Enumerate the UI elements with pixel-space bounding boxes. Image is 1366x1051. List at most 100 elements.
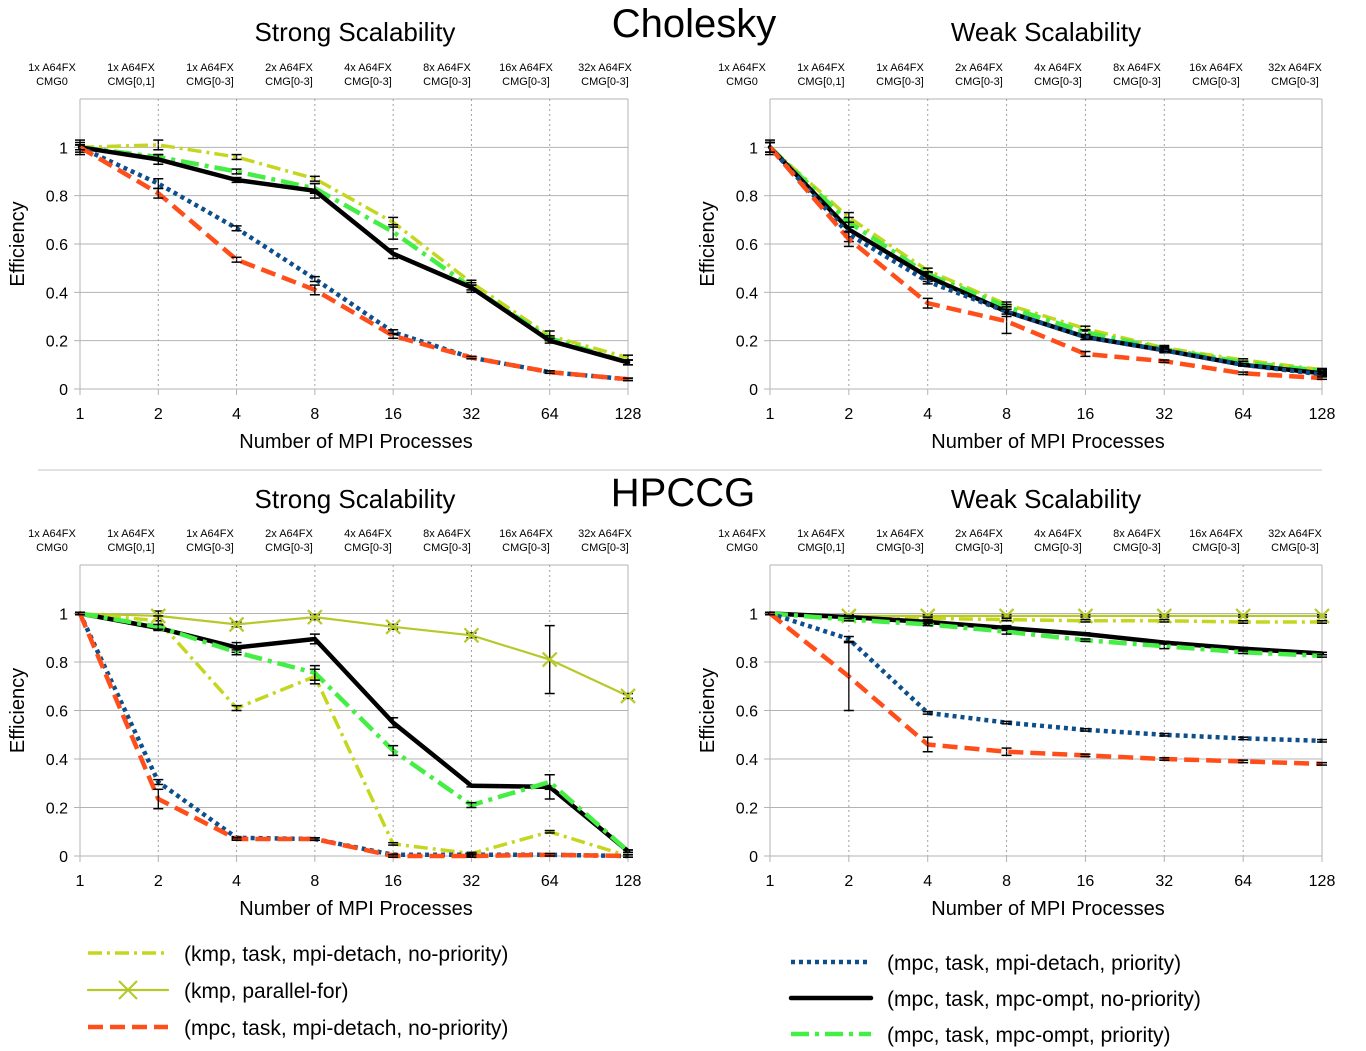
- data-point: [236, 838, 238, 840]
- y-tick-label: 0.8: [736, 189, 758, 206]
- x-tick-label: 16: [1077, 873, 1095, 890]
- top-label-line2: CMG[0-3]: [344, 76, 392, 88]
- top-label-line2: CMG[0-3]: [1113, 542, 1161, 554]
- y-tick-label: 0.6: [736, 237, 758, 254]
- x-axis-label: Number of MPI Processes: [931, 431, 1164, 453]
- series-line: [77, 612, 629, 859]
- top-label-line1: 1x A64FX: [28, 528, 76, 540]
- data-point: [228, 616, 245, 633]
- top-label-line1: 1x A64FX: [876, 528, 924, 540]
- x-tick-label: 1: [766, 873, 775, 890]
- x-tick-label: 128: [1309, 406, 1336, 423]
- data-point: [1084, 336, 1086, 338]
- data-point: [620, 688, 636, 704]
- data-point: [848, 619, 850, 621]
- x-tick-label: 2: [154, 406, 163, 423]
- data-point: [1321, 377, 1323, 379]
- legend-label: (mpc, task, mpc-ompt, priority): [887, 1024, 1171, 1047]
- data-point: [927, 280, 929, 282]
- top-label-line2: CMG[0-3]: [1034, 542, 1082, 554]
- series-line: [77, 611, 631, 854]
- series-mpc_detach_nopri: [765, 141, 1327, 381]
- series-kmp_task: [765, 141, 1327, 372]
- data-point: [392, 231, 394, 233]
- data-point: [1006, 627, 1008, 629]
- top-label-line2: CMG[0-3]: [1192, 542, 1240, 554]
- y-tick-label: 0.8: [46, 655, 68, 672]
- y-tick-label: 1: [749, 607, 758, 624]
- data-point: [236, 227, 238, 229]
- x-tick-label: 8: [1002, 406, 1011, 423]
- data-point: [1084, 754, 1086, 756]
- data-point: [236, 171, 238, 172]
- data-point: [1163, 349, 1165, 351]
- y-tick-label: 0: [59, 849, 68, 866]
- data-point: [157, 798, 159, 800]
- x-axis-label: Number of MPI Processes: [239, 898, 472, 920]
- data-point: [385, 619, 401, 635]
- chart-title: Weak Scalability: [951, 17, 1141, 47]
- y-tick-label: 0.8: [46, 189, 68, 206]
- top-label-line1: 4x A64FX: [1034, 62, 1082, 74]
- data-point: [627, 378, 629, 380]
- data-point: [1163, 758, 1165, 760]
- top-label-line2: CMG[0-3]: [1192, 76, 1240, 88]
- data-point: [1084, 331, 1086, 333]
- top-label-line2: CMG[0-3]: [955, 542, 1003, 554]
- x-tick-label: 64: [541, 873, 559, 890]
- data-point: [314, 178, 316, 180]
- top-label-line2: CMG[0-3]: [1113, 76, 1161, 88]
- x-tick-label: 128: [615, 873, 642, 890]
- top-label-line2: CMG[0-3]: [186, 76, 234, 88]
- top-label-line1: 1x A64FX: [186, 62, 234, 74]
- data-point: [927, 617, 929, 619]
- data-point: [307, 609, 323, 625]
- top-label-line2: CMG[0-3]: [1271, 76, 1319, 88]
- data-point: [157, 626, 159, 628]
- y-tick-label: 0.4: [736, 752, 758, 769]
- top-label-line1: 16x A64FX: [1189, 62, 1243, 74]
- series-line: [79, 611, 629, 858]
- data-point: [927, 276, 929, 278]
- x-tick-label: 8: [310, 873, 319, 890]
- y-tick-label: 0.4: [46, 752, 68, 769]
- top-label-line1: 8x A64FX: [423, 62, 471, 74]
- legend-label: (mpc, task, mpi-detach, priority): [887, 952, 1181, 975]
- data-point: [627, 855, 629, 857]
- x-tick-label: 32: [463, 873, 481, 890]
- series-line: [78, 145, 629, 382]
- series-line: [77, 612, 629, 859]
- top-label-line2: CMG[0-3]: [423, 542, 471, 554]
- data-point: [470, 357, 472, 359]
- data-point: [1242, 359, 1244, 361]
- legend-label: (mpc, task, mpi-detach, no-priority): [184, 1017, 508, 1040]
- top-label-line2: CMG[0-3]: [1271, 542, 1319, 554]
- series-line: [77, 145, 631, 365]
- top-label-line2: CMG[0-3]: [581, 76, 629, 88]
- top-label-line1: 2x A64FX: [955, 528, 1003, 540]
- y-tick-label: 0.4: [736, 285, 758, 302]
- data-point: [392, 750, 394, 752]
- data-point: [1163, 360, 1165, 362]
- x-tick-label: 1: [766, 406, 775, 423]
- data-point: [470, 287, 472, 288]
- series-mpc_ompt_pri: [765, 611, 1327, 659]
- data-point: [392, 221, 394, 223]
- data-point: [1084, 639, 1086, 641]
- data-point: [1084, 633, 1086, 635]
- x-tick-label: 8: [310, 406, 319, 423]
- data-point: [1242, 372, 1244, 374]
- data-point: [848, 238, 850, 240]
- y-tick-label: 0.6: [736, 704, 758, 721]
- legend-item: (mpc, task, mpi-detach, no-priority): [88, 1017, 508, 1040]
- y-tick-label: 1: [749, 140, 758, 157]
- series-line: [768, 145, 1323, 377]
- top-label-line1: 16x A64FX: [1189, 528, 1243, 540]
- x-tick-label: 64: [1234, 873, 1252, 890]
- data-point: [314, 289, 316, 291]
- x-tick-label: 32: [1155, 406, 1173, 423]
- data-point: [1006, 631, 1008, 633]
- series-line: [767, 145, 1325, 376]
- data-point: [1006, 619, 1008, 621]
- data-point: [392, 722, 394, 724]
